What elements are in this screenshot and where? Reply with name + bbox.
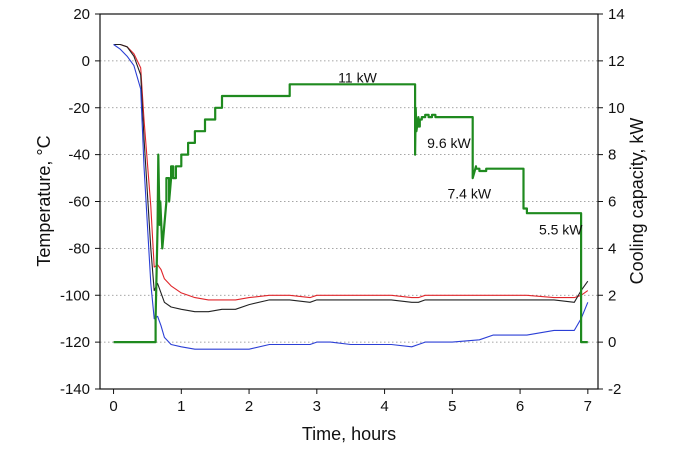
- y-left-tick-label: -40: [68, 147, 90, 164]
- data-label: 11 kW: [338, 69, 377, 85]
- y-left-tick-label: -20: [68, 100, 90, 117]
- tick-marks: [95, 13, 603, 394]
- y-right-tick-label: 0: [608, 334, 616, 351]
- y-left-tick-label: -80: [68, 240, 90, 257]
- series-group: [113, 43, 589, 350]
- tick-labels: 0 1 2 3 4 5 6 7200-20-40-60-80-100-120-14014121…: [60, 6, 625, 415]
- y-axis-left-title: Temperature, °C: [34, 135, 54, 266]
- x-tick-label: 2: [245, 398, 253, 415]
- y-left-tick-label: -120: [60, 334, 90, 351]
- y-right-tick-label: -2: [608, 381, 621, 398]
- series-line-blue: [113, 44, 589, 350]
- data-label: 9.6 kW: [427, 135, 471, 151]
- y-axis-right-title: Cooling capacity, kW: [627, 118, 647, 285]
- y-right-tick-label: 10: [608, 100, 625, 117]
- x-axis-title: Time, hours: [302, 424, 396, 444]
- x-tick-label: 0: [109, 398, 117, 415]
- data-label: 7.4 kW: [447, 185, 491, 201]
- annotations: 11 kW 9.6 kW 7.4 kW 5.5 kW: [338, 69, 583, 237]
- series-line-green: [113, 83, 588, 344]
- y-right-tick-label: 8: [608, 147, 616, 164]
- x-tick-label: 4: [380, 398, 388, 415]
- data-label: 5.5 kW: [539, 222, 583, 238]
- x-tick-label: 1: [177, 398, 185, 415]
- x-tick-label: 3: [313, 398, 321, 415]
- y-left-tick-label: -140: [60, 381, 90, 398]
- series-line-red: [113, 43, 589, 301]
- y-right-tick-label: 12: [608, 53, 625, 70]
- y-right-tick-label: 14: [608, 6, 625, 23]
- y-right-tick-label: 4: [608, 240, 616, 257]
- x-tick-label: 5: [448, 398, 456, 415]
- y-right-tick-label: 6: [608, 194, 616, 211]
- y-right-tick-label: 2: [608, 287, 616, 304]
- x-tick-label: 7: [584, 398, 592, 415]
- x-tick-label: 6: [516, 398, 524, 415]
- y-left-tick-label: -100: [60, 287, 90, 304]
- y-left-tick-label: 20: [73, 6, 90, 23]
- series-line-black: [113, 43, 589, 313]
- y-left-tick-label: -60: [68, 194, 90, 211]
- y-left-tick-label: 0: [82, 53, 90, 70]
